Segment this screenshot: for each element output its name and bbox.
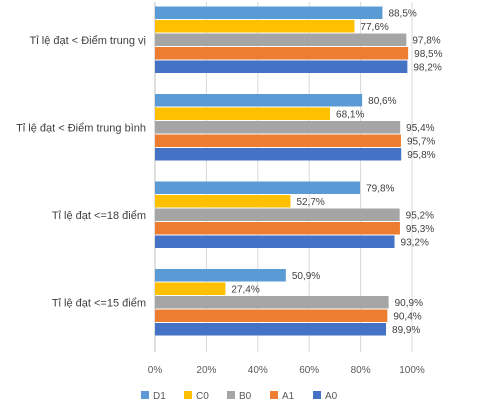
data-label: 68,1% <box>336 109 364 120</box>
x-tick-label: 100% <box>399 365 425 376</box>
data-label: 98,5% <box>414 49 442 60</box>
legend-swatch <box>270 391 278 399</box>
bar-a0 <box>155 323 387 336</box>
x-tick-label: 20% <box>196 365 216 376</box>
legend-label: B0 <box>239 391 252 402</box>
data-label: 52,7% <box>296 197 324 208</box>
category-label: Tỉ lệ đạt <=15 điểm <box>52 297 146 309</box>
category-label: Tỉ lệ đạt <=18 điểm <box>52 210 146 222</box>
bar-d1 <box>155 94 363 107</box>
data-label: 79,8% <box>366 183 394 194</box>
bar-b0 <box>155 296 389 309</box>
x-tick-label: 60% <box>299 365 319 376</box>
legend-label: A0 <box>325 391 338 402</box>
bar-a1 <box>155 134 401 147</box>
bar-d1 <box>155 181 361 194</box>
category-labels: Tỉ lệ đạt < Điểm trung vị Tỉ lệ đạt < Điể… <box>16 35 146 310</box>
legend-swatch <box>141 391 149 399</box>
category-label: Tỉ lệ đạt < Điểm trung bình <box>16 122 146 134</box>
bar-b0 <box>155 121 401 134</box>
x-axis-ticks: 0% 20% 40% 60% 80% 100% <box>148 365 425 376</box>
data-label: 95,3% <box>406 224 434 235</box>
data-label: 90,9% <box>395 298 423 309</box>
bar-b0 <box>155 208 400 221</box>
category-label: Tỉ lệ đạt < Điểm trung vị <box>30 35 146 47</box>
data-label: 98,2% <box>413 62 441 73</box>
data-label: 95,7% <box>407 136 435 147</box>
bar-c0 <box>155 282 226 295</box>
data-label: 80,6% <box>368 96 396 107</box>
legend-swatch <box>184 391 192 399</box>
bar-a0 <box>155 60 408 73</box>
bar-a1 <box>155 309 388 322</box>
data-label: 27,4% <box>231 284 259 295</box>
data-label: 95,4% <box>406 123 434 134</box>
legend-label: D1 <box>153 391 166 402</box>
legend-swatch <box>227 391 235 399</box>
data-label: 77,6% <box>360 22 388 33</box>
bar-a1 <box>155 47 409 60</box>
x-tick-label: 80% <box>351 365 371 376</box>
bar-c0 <box>155 20 355 33</box>
bar-a1 <box>155 222 400 235</box>
gridlines <box>154 2 413 352</box>
x-tick-label: 40% <box>248 365 268 376</box>
data-labels: 88,5%77,6% 97,8% 98,5% 98,2% 80,6% 68,1% 95,4%… <box>231 8 442 336</box>
data-label: 93,2% <box>401 237 429 248</box>
bar-c0 <box>155 195 291 208</box>
data-label: 97,8% <box>412 35 440 46</box>
data-label: 88,5% <box>388 8 416 19</box>
data-label: 89,9% <box>392 325 420 336</box>
data-label: 90,4% <box>393 311 421 322</box>
bar-d1 <box>155 269 286 282</box>
data-label: 50,9% <box>292 271 320 282</box>
bar-d1 <box>155 6 383 19</box>
legend-label: C0 <box>196 391 209 402</box>
bar-b0 <box>155 33 407 46</box>
data-label: 95,8% <box>407 150 435 161</box>
data-label: 95,2% <box>406 210 434 221</box>
bar-a0 <box>155 148 402 161</box>
legend-swatch <box>313 391 321 399</box>
bar-c0 <box>155 107 331 120</box>
legend: D1 C0 B0 A1 A0 <box>141 391 338 402</box>
bar-a0 <box>155 235 395 248</box>
bars <box>155 6 409 336</box>
x-tick-label: 0% <box>148 365 163 376</box>
legend-label: A1 <box>282 391 295 402</box>
